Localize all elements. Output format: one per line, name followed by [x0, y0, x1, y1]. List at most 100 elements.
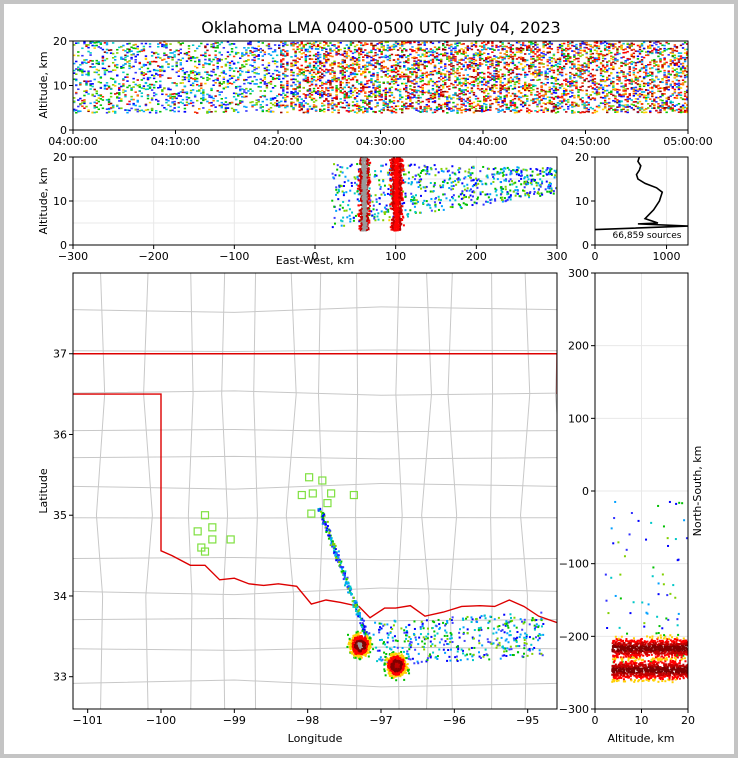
time-source-point [300, 49, 303, 51]
time-source-point [335, 104, 338, 106]
time-source-point [427, 61, 431, 64]
time-source-point [343, 77, 346, 80]
time-source-point [73, 97, 76, 99]
time-source-point [614, 58, 617, 60]
time-source-point [337, 109, 340, 111]
time-source-point [77, 66, 80, 69]
time-source-point [421, 110, 424, 113]
time-source-point [515, 77, 519, 80]
time-source-point [507, 81, 510, 83]
time-source-point [146, 76, 150, 79]
time-source-point [507, 57, 510, 60]
time-source-point [148, 61, 152, 63]
time-source-point [360, 106, 363, 109]
time-source-point [243, 82, 246, 85]
time-source-point [226, 51, 230, 53]
time-source-point [191, 44, 195, 47]
time-source-point [398, 67, 402, 70]
time-source-point [175, 82, 178, 85]
time-source-point [292, 59, 295, 62]
time-source-point [431, 73, 435, 76]
time-source-point [202, 91, 205, 93]
time-source-point [271, 51, 275, 53]
time-source-point [433, 101, 437, 104]
time-source-point [396, 64, 400, 67]
time-source-point [91, 63, 94, 65]
time-source-point [120, 67, 123, 69]
time-source-point [528, 83, 531, 85]
time-source-point [546, 76, 549, 78]
time-source-point [528, 104, 531, 107]
time-source-point [116, 63, 119, 66]
time-source-point [425, 41, 428, 44]
time-source-point [257, 73, 260, 75]
time-source-point [448, 44, 451, 47]
time-source-point [601, 42, 605, 44]
time-source-point [206, 100, 209, 103]
time-source-point [456, 51, 459, 53]
time-source-point [423, 106, 426, 108]
time-source-point [616, 99, 619, 101]
time-source-point [335, 47, 338, 49]
time-source-point [599, 53, 603, 55]
time-source-point [310, 76, 314, 78]
time-source-point [528, 70, 531, 73]
time-source-point [243, 60, 246, 63]
time-source-point [632, 73, 636, 76]
time-source-point [581, 100, 584, 102]
time-source-point [319, 71, 322, 74]
time-source-point [245, 92, 248, 94]
time-source-point [616, 83, 619, 85]
time-source-point [105, 51, 109, 54]
time-source-point [292, 48, 295, 51]
time-source-point [333, 45, 336, 47]
time-source-point [589, 106, 592, 109]
time-source-point [456, 69, 459, 72]
time-source-point [245, 63, 248, 66]
time-source-point [357, 56, 361, 59]
time-source-point [401, 96, 404, 99]
time-source-point [312, 101, 316, 103]
time-source-point [208, 94, 211, 97]
time-source-point [423, 44, 426, 46]
time-source-point [515, 47, 519, 50]
time-source-point [394, 81, 398, 84]
time-source-point [382, 102, 385, 104]
time-source-point [487, 56, 490, 58]
time-source-point [198, 73, 201, 76]
time-source-point [503, 45, 506, 48]
time-source-point [243, 95, 246, 98]
time-source-point [243, 78, 246, 81]
time-source-point [612, 56, 615, 58]
time-source-point [155, 60, 158, 63]
time-source-point [249, 92, 252, 95]
time-source-point [284, 55, 287, 57]
time-source-point [536, 43, 539, 46]
time-source-point [372, 87, 375, 89]
time-source-point [480, 88, 484, 90]
time-source-point [534, 84, 537, 87]
time-source-point [554, 95, 558, 98]
time-source-point [376, 104, 379, 107]
time-source-point [271, 72, 275, 75]
time-source-point [331, 80, 334, 83]
time-source-point [337, 48, 340, 51]
time-source-point [624, 63, 627, 66]
time-source-point [591, 82, 595, 84]
time-source-point [606, 94, 609, 97]
time-source-point [501, 45, 504, 48]
time-source-point [450, 82, 453, 85]
time-source-point [524, 85, 527, 88]
time-source-point [437, 94, 441, 97]
time-source-point [560, 49, 564, 52]
time-source-point [593, 84, 597, 86]
time-source-point [478, 110, 482, 112]
time-source-point [624, 110, 627, 113]
time-source-point [540, 86, 543, 88]
time-source-point [493, 90, 496, 93]
time-source-point [87, 110, 90, 113]
time-source-point [329, 86, 332, 89]
time-source-point [392, 80, 396, 82]
time-source-point [507, 42, 510, 45]
time-source-point [603, 84, 607, 87]
